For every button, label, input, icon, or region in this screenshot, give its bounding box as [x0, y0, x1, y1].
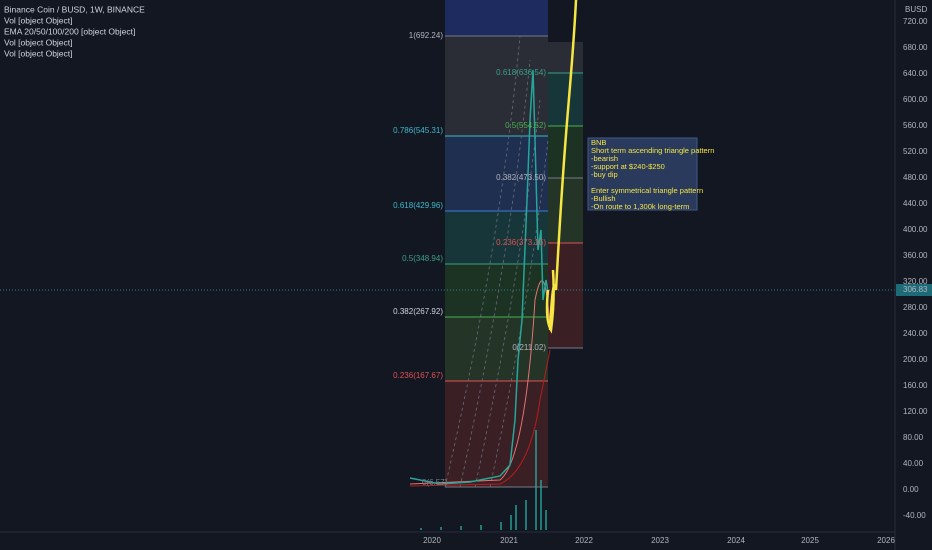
- drawing: [545, 0, 578, 334]
- fib-label: 1(692.24): [409, 31, 444, 40]
- price-label: 0.00: [903, 485, 919, 494]
- fib-label: 0.786(545.31): [393, 126, 443, 135]
- fib-label: 0.382(473.50): [496, 173, 546, 182]
- current-price-tag: [896, 284, 932, 296]
- annotation-line: -bearish: [591, 154, 618, 163]
- fib-zone: [445, 0, 548, 36]
- chart-title: Binance Coin / BUSD, 1W, BINANCE: [4, 4, 145, 14]
- fib-fan: [444, 35, 549, 488]
- annotation-line: Short term ascending triangle pattern: [591, 146, 714, 155]
- current-price: 306.83: [903, 285, 928, 294]
- fib-label: 0.236(373.16): [496, 238, 546, 247]
- price-label: 40.00: [903, 459, 924, 468]
- fib-label: 0.5(348.94): [402, 254, 443, 263]
- price-label: -40.00: [903, 511, 926, 520]
- annotation-line: -buy dip: [591, 170, 618, 179]
- fib-label: 0.382(267.92): [393, 307, 443, 316]
- price-label: 440.00: [903, 199, 928, 208]
- price-label: 680.00: [903, 43, 928, 52]
- fib-label: 0.618(429.96): [393, 201, 443, 210]
- annotation-line: BNB: [591, 138, 606, 147]
- price-label: 600.00: [903, 95, 928, 104]
- time-label: 2021: [500, 536, 518, 545]
- annotation-line: -Bullish: [591, 194, 616, 203]
- price-label: 720.00: [903, 17, 928, 26]
- fib-zone: [445, 381, 548, 487]
- indicator-label: Vol [object Object]: [4, 15, 73, 25]
- price-label: 120.00: [903, 407, 928, 416]
- annotation-box: [587, 137, 698, 211]
- price-label: 160.00: [903, 381, 928, 390]
- price-line: [409, 69, 549, 485]
- time-label: 2024: [727, 536, 745, 545]
- indicator-label: Vol [object Object]: [4, 48, 73, 58]
- fib-lines: [0, 35, 895, 488]
- price-label: 560.00: [903, 121, 928, 130]
- time-label: 2025: [801, 536, 819, 545]
- annotation-line: -On route to 1,300k long-term: [591, 202, 689, 211]
- time-label: 2020: [423, 536, 441, 545]
- indicator-label: EMA 20/50/100/200 [object Object]: [4, 26, 135, 36]
- price-label: 240.00: [903, 329, 928, 338]
- indicator-label: Vol [object Object]: [4, 37, 73, 47]
- volume-bars: [420, 430, 547, 530]
- price-label: 640.00: [903, 69, 928, 78]
- fib-zone: [548, 42, 583, 73]
- fib-label: 0.618(636.54): [496, 68, 546, 77]
- price-label: 480.00: [903, 173, 928, 182]
- fib-label: 0(6.57): [422, 478, 448, 487]
- fib-zone: [548, 73, 583, 126]
- time-label: 2022: [575, 536, 593, 545]
- fib-zone: [445, 36, 548, 136]
- fib-zone: [445, 264, 548, 317]
- fib-zone: [445, 211, 548, 264]
- annotation-line: Enter symmetrical triangle pattern: [591, 186, 703, 195]
- price-label: 520.00: [903, 147, 928, 156]
- fib-label: 0.236(167.67): [393, 371, 443, 380]
- time-label: 2026: [877, 536, 895, 545]
- price-label: 360.00: [903, 251, 928, 260]
- annotation-line: -support at $240-$250: [591, 162, 665, 171]
- fib-zone: [548, 178, 583, 243]
- currency: BUSD: [905, 5, 927, 14]
- price-label: 320.00: [903, 277, 928, 286]
- price-label: 80.00: [903, 433, 924, 442]
- fib-label: 0(211.02): [512, 343, 546, 352]
- price-label: 280.00: [903, 303, 928, 312]
- fib-label: 0.5(554.52): [505, 121, 546, 130]
- price-label: 200.00: [903, 355, 928, 364]
- price-label: 400.00: [903, 225, 928, 234]
- time-label: 2023: [651, 536, 669, 545]
